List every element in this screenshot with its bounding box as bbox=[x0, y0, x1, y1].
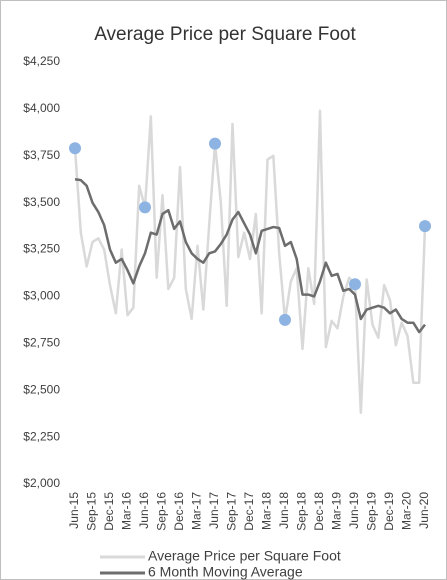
y-tick-label: $2,500 bbox=[23, 382, 60, 396]
y-tick-label: $4,250 bbox=[23, 54, 60, 68]
y-tick-label: $2,000 bbox=[23, 476, 60, 490]
x-tick-label: Sep-16 bbox=[155, 492, 169, 531]
legend-label: 6 Month Moving Average bbox=[148, 564, 303, 580]
x-tick-label: Sep-15 bbox=[85, 492, 99, 531]
x-tick-label: Dec-19 bbox=[382, 492, 396, 531]
x-tick-label: Sep-19 bbox=[365, 492, 379, 531]
x-tick-label: Mar-20 bbox=[400, 492, 414, 530]
x-tick-label: Dec-16 bbox=[172, 492, 186, 531]
x-tick-label: Jun-18 bbox=[277, 492, 291, 529]
highlight-point bbox=[419, 220, 431, 233]
x-tick-label: Mar-19 bbox=[330, 492, 344, 530]
x-tick-label: Jun-15 bbox=[67, 492, 81, 529]
highlight-point bbox=[349, 278, 361, 291]
highlight-point bbox=[139, 201, 151, 214]
x-tick-label: Mar-16 bbox=[120, 492, 134, 530]
x-tick-label: Dec-15 bbox=[102, 492, 116, 531]
x-tick-label: Mar-18 bbox=[260, 492, 274, 530]
series-line bbox=[73, 109, 427, 414]
x-tick-label: Dec-17 bbox=[242, 492, 256, 531]
x-tick-label: Jun-19 bbox=[347, 492, 361, 529]
x-tick-label: Sep-17 bbox=[225, 492, 239, 531]
x-tick-label: Mar-17 bbox=[190, 492, 204, 530]
y-tick-label: $2,750 bbox=[23, 336, 60, 350]
y-tick-label: $3,250 bbox=[23, 242, 60, 256]
highlight-point bbox=[209, 137, 221, 150]
legend-label: Average Price per Square Foot bbox=[148, 548, 341, 564]
x-tick-label: Jun-17 bbox=[207, 492, 221, 529]
highlight-point bbox=[69, 142, 81, 155]
x-tick-label: Sep-18 bbox=[295, 492, 309, 531]
x-tick-label: Dec-18 bbox=[312, 492, 326, 531]
series-line bbox=[74, 177, 426, 334]
chart-title: Average Price per Square Foot bbox=[94, 24, 356, 45]
x-tick-label: Jun-16 bbox=[137, 492, 151, 529]
y-tick-label: $2,250 bbox=[23, 429, 60, 443]
y-tick-label: $4,000 bbox=[23, 101, 60, 115]
highlight-point bbox=[279, 313, 291, 326]
y-tick-label: $3,750 bbox=[23, 148, 60, 162]
x-tick-label: Jun-20 bbox=[417, 492, 431, 529]
y-tick-label: $3,500 bbox=[23, 195, 60, 209]
y-tick-label: $3,000 bbox=[23, 289, 60, 303]
